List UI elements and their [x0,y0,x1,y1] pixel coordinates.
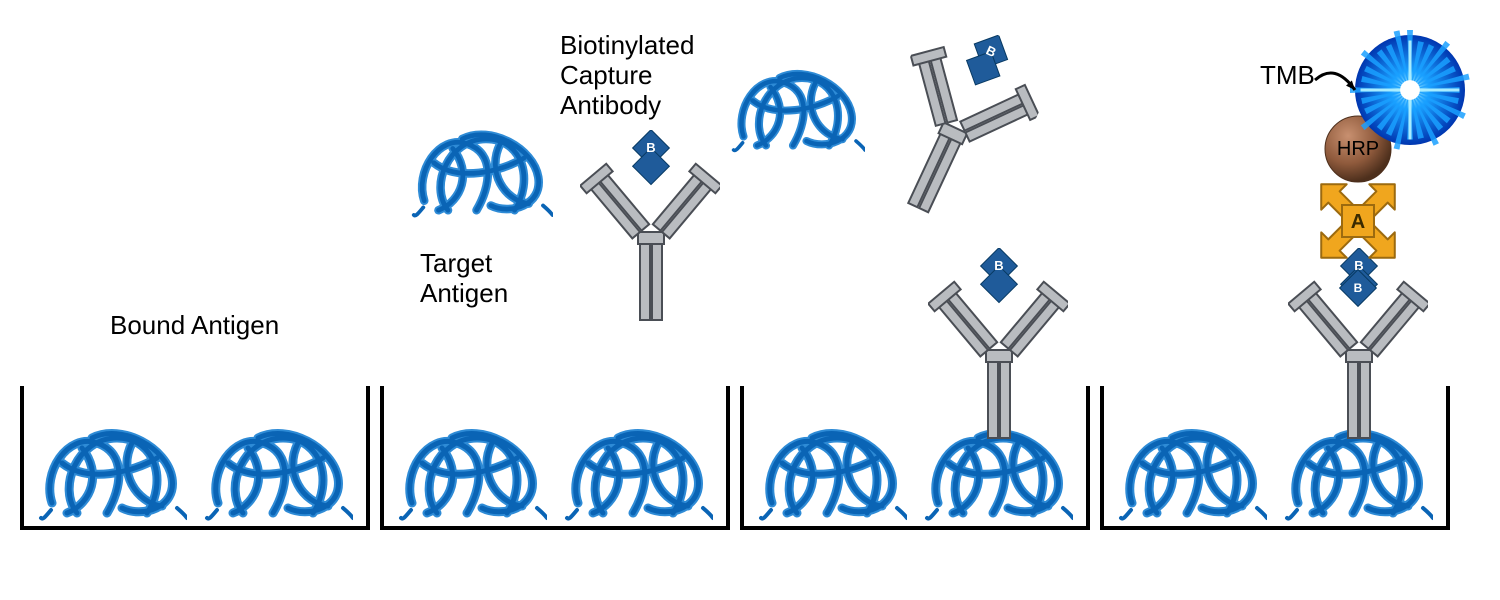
antigen-icon [397,418,547,528]
panel-1: Bound Antigen [20,0,370,600]
antigen-icon [37,418,187,528]
svg-text:A: A [1351,211,1365,233]
svg-text:B: B [646,140,655,155]
biotinylated-antibody-icon: B [850,5,1061,245]
arrow-icon [1295,60,1375,130]
antigen-icon [563,418,713,528]
antigen-icon [203,418,353,528]
panel-3: BB [740,0,1090,600]
label-bound-antigen: Bound Antigen [110,310,279,341]
antigen-icon [730,60,865,159]
svg-text:B: B [1354,281,1363,295]
biotin-icon: B [1332,262,1384,314]
biotinylated-antibody-icon: B [928,248,1068,448]
panel-4: BABHRPTMB [1100,0,1450,600]
biotinylated-antibody-icon: B [580,130,720,330]
antigen-icon [757,418,907,528]
panel-2: B Target Antigen Biotinylated Capture Anti… [380,0,730,600]
svg-text:B: B [995,258,1004,273]
antigen-icon [1117,418,1267,528]
antigen-icon [410,120,553,225]
label-biotinylated-capture-antibody: Biotinylated Capture Antibody [560,30,694,120]
label-target-antigen: Target Antigen [420,248,508,308]
